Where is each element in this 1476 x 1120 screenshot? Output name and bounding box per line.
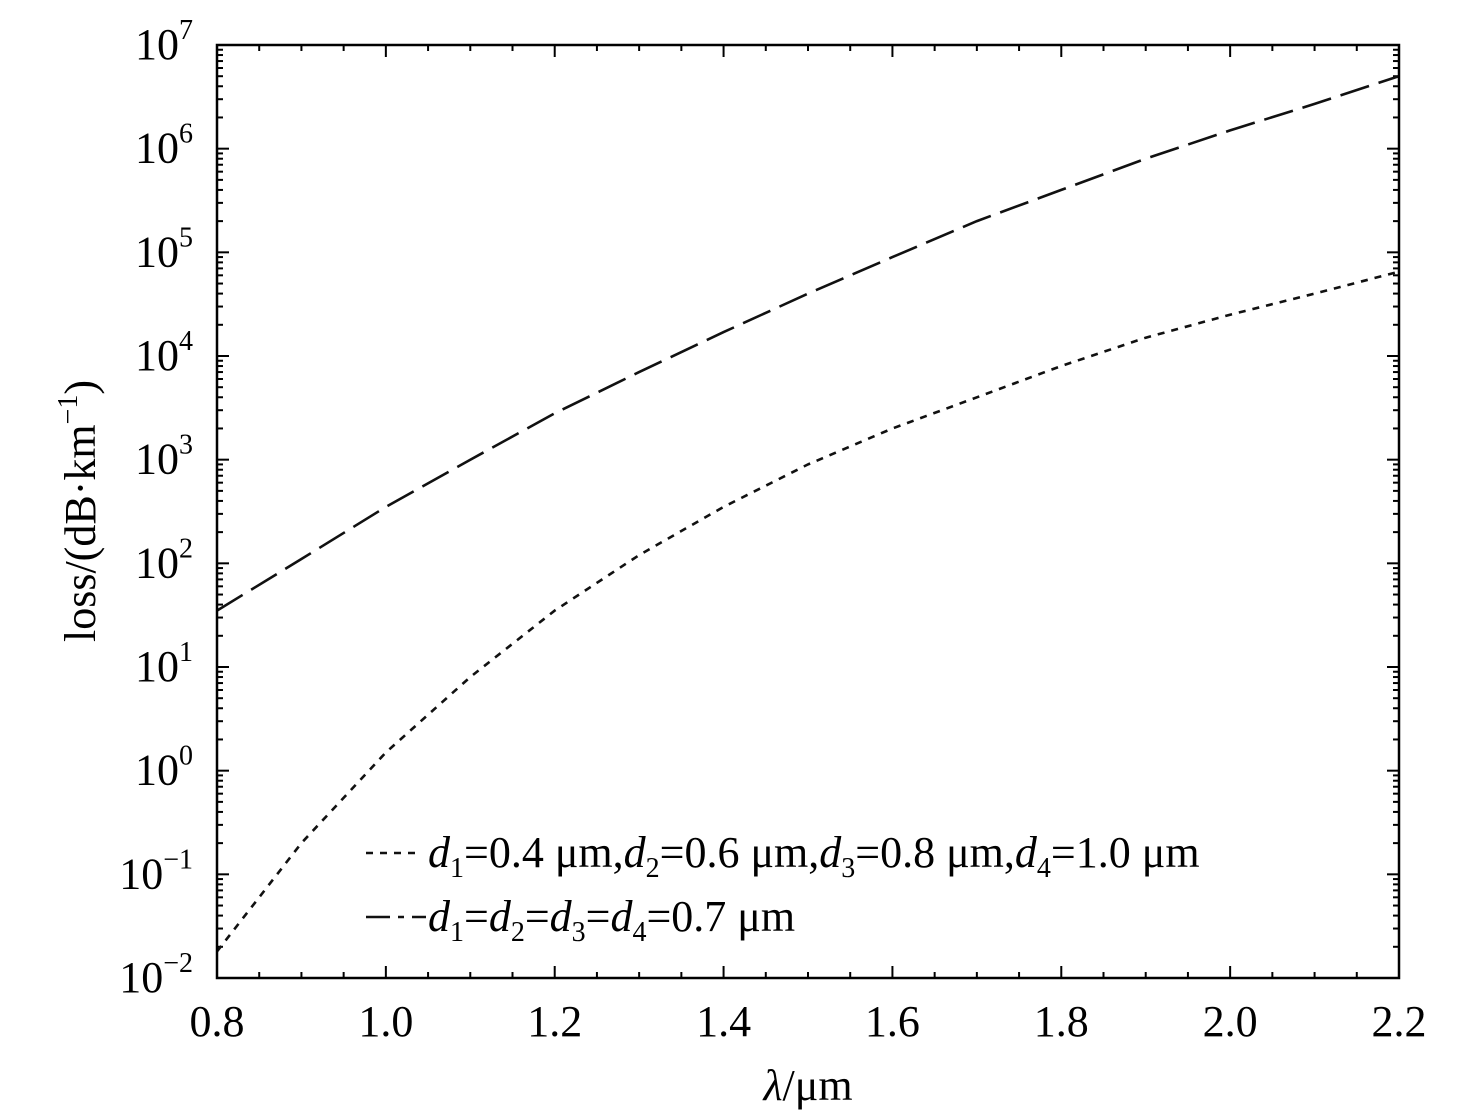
- legend-text-part: d: [550, 892, 573, 941]
- legend-text-part: 2: [511, 917, 525, 948]
- legend-text-part: d: [610, 892, 633, 941]
- y-tick-label: 102: [135, 533, 193, 587]
- x-tick-label: 0.8: [190, 997, 245, 1046]
- legend-text-part: d: [489, 892, 512, 941]
- series-layer: [215, 74, 1400, 953]
- legend-text-part: 3: [572, 917, 586, 948]
- y-tick-label: 104: [135, 326, 193, 380]
- y-tick-exponent: 4: [179, 326, 193, 357]
- legend-text-part: =0.4 μm,: [464, 828, 624, 877]
- x-tick-label: 2.2: [1372, 997, 1427, 1046]
- y-tick-base: 10: [135, 746, 179, 795]
- y-tick-label: 10−2: [119, 948, 193, 1002]
- x-tick-label: 2.0: [1203, 997, 1258, 1046]
- legend-text-part: 1: [450, 853, 464, 884]
- y-axis-label-close: ): [56, 380, 105, 395]
- y-tick-label: 10−1: [119, 844, 193, 898]
- x-axis-label: λ/μm: [761, 1061, 852, 1110]
- labels-layer: 0.8 1.0 1.2 1.4 1.6 1.8 2.0 2.210−210−110010110…: [119, 15, 1426, 1046]
- y-tick-exponent: 2: [179, 533, 193, 564]
- legend-text-part: =0.8 μm,: [855, 828, 1015, 877]
- y-tick-base: 10: [135, 331, 179, 380]
- y-tick-label: 107: [135, 15, 193, 69]
- legend-text-part: =0.6 μm,: [660, 828, 820, 877]
- legend-text-part: 4: [632, 917, 646, 948]
- x-axis-label-symbol: λ: [761, 1061, 782, 1110]
- y-tick-base: 10: [119, 953, 163, 1002]
- y-tick-exponent: −1: [163, 844, 193, 875]
- legend-text-part: =: [464, 892, 489, 941]
- legend-text-part: =: [525, 892, 550, 941]
- legend: d1=0.4 μm,d2=0.6 μm,d3=0.8 μm,d4=1.0 μmd…: [366, 828, 1200, 948]
- legend-text-part: =: [586, 892, 611, 941]
- y-tick-base: 10: [135, 642, 179, 691]
- y-axis-label-main: loss/(dB·km: [56, 424, 105, 642]
- y-tick-label: 101: [135, 637, 193, 691]
- plot-frame: [215, 43, 1401, 980]
- legend-label-dotted: d1=0.4 μm,d2=0.6 μm,d3=0.8 μm,d4=1.0 μm: [428, 828, 1200, 884]
- legend-text-part: d: [1015, 828, 1038, 877]
- legend-label-dashed: d1=d2=d3=d4=0.7 μm: [428, 892, 795, 948]
- y-tick-label: 106: [135, 119, 193, 173]
- x-tick-label: 1.0: [358, 997, 413, 1046]
- legend-text-part: 1: [450, 917, 464, 948]
- y-tick-exponent: 7: [179, 15, 193, 46]
- legend-text-part: =0.7 μm: [646, 892, 795, 941]
- y-tick-label: 103: [135, 430, 193, 484]
- x-tick-label: 1.4: [696, 997, 751, 1046]
- series-line-dashed: [216, 74, 1400, 612]
- y-tick-exponent: 3: [179, 430, 193, 461]
- y-tick-exponent: 1: [179, 637, 193, 668]
- legend-text-part: d: [428, 892, 451, 941]
- legend-text-part: d: [819, 828, 842, 877]
- x-tick-label: 1.8: [1034, 997, 1089, 1046]
- y-tick-label: 100: [135, 741, 193, 795]
- y-tick-label: 105: [135, 222, 193, 276]
- y-tick-exponent: 5: [179, 222, 193, 253]
- legend-text-part: 4: [1037, 853, 1051, 884]
- y-tick-base: 10: [135, 435, 179, 484]
- legend-text-part: =1.0 μm: [1051, 828, 1200, 877]
- x-tick-label: 1.2: [527, 997, 582, 1046]
- legend-text-part: d: [428, 828, 451, 877]
- y-tick-base: 10: [135, 20, 179, 69]
- x-axis-label-unit: /μm: [783, 1061, 853, 1110]
- y-tick-exponent: 6: [179, 119, 193, 150]
- y-tick-base: 10: [135, 227, 179, 276]
- legend-text-part: 2: [646, 853, 660, 884]
- x-tick-label: 1.6: [865, 997, 920, 1046]
- y-tick-base: 10: [119, 849, 163, 898]
- series-line-dotted: [215, 270, 1400, 953]
- y-tick-base: 10: [135, 124, 179, 173]
- y-tick-exponent: −2: [163, 948, 193, 979]
- legend-text-part: d: [624, 828, 647, 877]
- y-tick-exponent: 0: [179, 741, 193, 772]
- legend-text-part: 3: [841, 853, 855, 884]
- y-tick-base: 10: [135, 538, 179, 587]
- y-axis-label-exponent: −1: [53, 395, 84, 425]
- y-axis-label: loss/(dB·km−1): [53, 380, 105, 642]
